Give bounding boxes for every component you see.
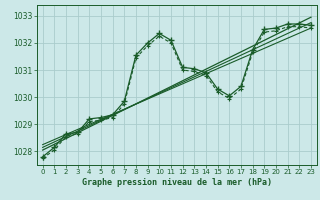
X-axis label: Graphe pression niveau de la mer (hPa): Graphe pression niveau de la mer (hPa) — [82, 178, 272, 187]
